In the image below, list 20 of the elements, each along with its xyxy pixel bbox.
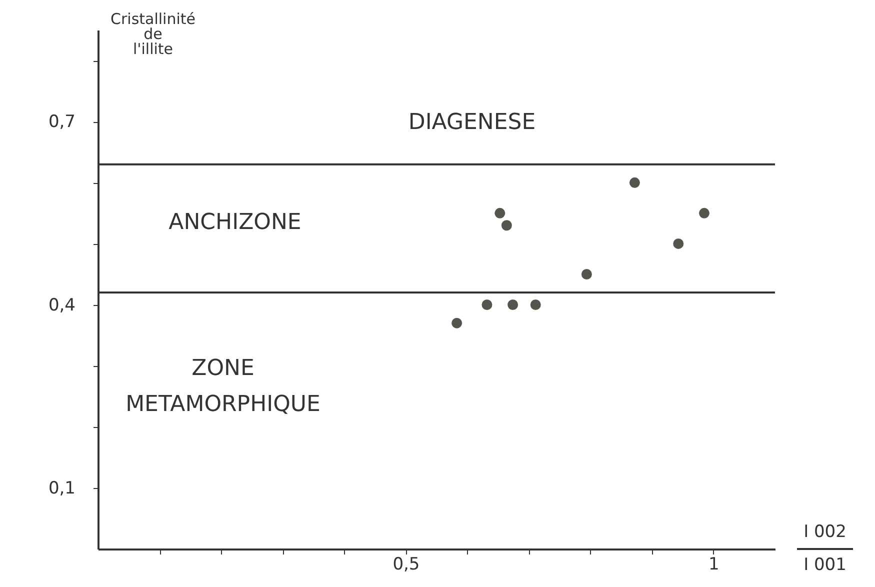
x-tick-label: 1: [708, 554, 720, 574]
point: [482, 300, 492, 310]
point: [581, 269, 592, 280]
point: [698, 208, 710, 218]
x-tick-label: 0,5: [392, 554, 420, 574]
point: [501, 220, 512, 231]
y-axis-title: Cristallinité de l'illite: [110, 10, 196, 58]
point: [629, 177, 640, 188]
annotation: DIAGENESE: [408, 110, 536, 135]
annotation: ZONE METAMORPHIQUE: [126, 356, 320, 417]
point: [508, 300, 518, 310]
y-tick-label: 0,4: [48, 295, 76, 316]
annotation: ANCHIZONE: [168, 210, 302, 235]
point: [452, 318, 462, 328]
y-tick-label: 0,7: [48, 112, 76, 132]
y-tick-label: 0,1: [48, 478, 76, 498]
point: [494, 208, 506, 218]
x-axis-title: I 002 I 001: [804, 522, 846, 575]
point: [673, 238, 684, 249]
point: [530, 300, 541, 310]
